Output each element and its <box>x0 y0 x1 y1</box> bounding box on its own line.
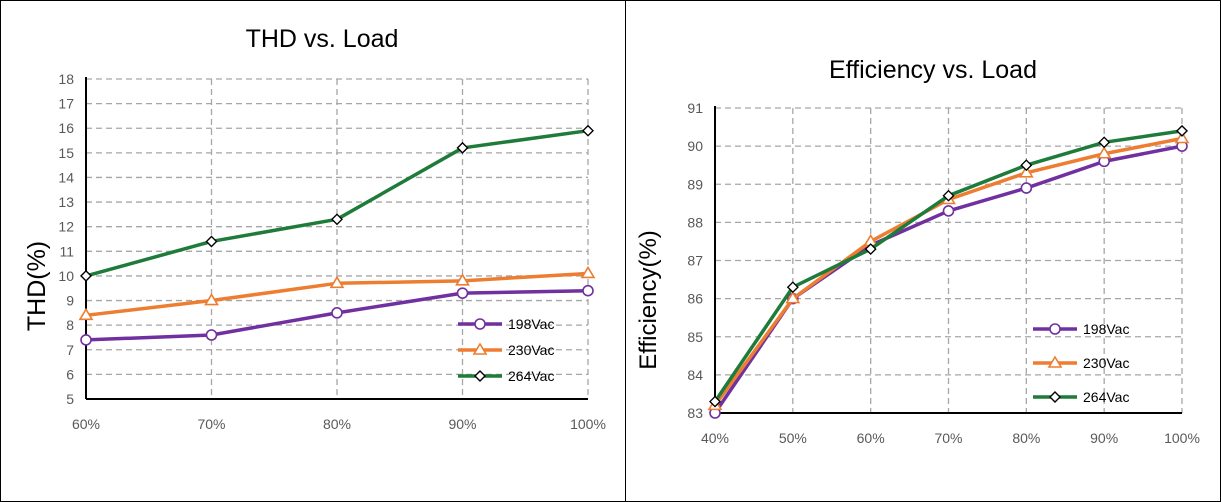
efficiency-x-tick-label: 80% <box>1012 430 1040 446</box>
thd-data-point <box>329 275 345 289</box>
efficiency-legend-label: 198Vac <box>1083 321 1129 337</box>
efficiency-data-point <box>786 281 799 294</box>
efficiency-y-tick-label: 85 <box>687 329 703 345</box>
efficiency-y-axis-label: Efficiency(%) <box>635 230 662 370</box>
thd-legend-label: 230Vac <box>508 342 554 358</box>
efficiency-y-tick-label: 91 <box>687 100 703 116</box>
efficiency-x-tick-label: 70% <box>934 430 962 446</box>
thd-y-tick-label: 5 <box>66 391 74 407</box>
thd-y-axis-label: THD(%) <box>23 241 51 331</box>
thd-legend-marker <box>472 342 488 355</box>
efficiency-data-point <box>1098 136 1111 149</box>
thd-data-point <box>331 213 343 226</box>
table-divider <box>625 0 626 502</box>
thd-y-tick-label: 16 <box>58 120 74 136</box>
efficiency-y-tick-label: 87 <box>687 253 703 269</box>
efficiency-y-tick-label: 88 <box>687 214 703 230</box>
thd-data-point <box>204 292 219 306</box>
thd-data-point <box>456 141 469 154</box>
efficiency-chart-title: Efficiency vs. Load <box>829 56 1037 84</box>
thd-data-point <box>205 235 218 248</box>
thd-y-tick-label: 17 <box>58 96 74 112</box>
thd-legend-marker <box>474 318 486 330</box>
thd-y-tick-label: 6 <box>66 366 74 382</box>
thd-y-tick-label: 9 <box>66 293 74 309</box>
thd-data-point <box>455 273 470 286</box>
efficiency-x-tick-label: 60% <box>857 430 885 446</box>
efficiency-data-point <box>1176 124 1188 137</box>
efficiency-x-tick-label: 40% <box>701 430 729 446</box>
efficiency-data-point <box>1020 182 1033 194</box>
efficiency-data-point <box>1096 146 1112 159</box>
efficiency-legend-marker <box>1047 355 1063 368</box>
efficiency-data-point <box>864 243 877 256</box>
efficiency-data-point <box>785 291 801 304</box>
efficiency-data-point <box>1174 130 1190 144</box>
efficiency-y-tick-label: 89 <box>687 176 703 192</box>
thd-y-tick-label: 15 <box>58 145 74 161</box>
thd-y-tick-label: 8 <box>66 317 74 333</box>
thd-y-tick-label: 7 <box>66 342 74 358</box>
thd-data-point <box>580 265 596 279</box>
thd-legend-label: 198Vac <box>508 316 554 332</box>
efficiency-plot-area: 83 84 85 86 87 88 89 90 91 40% 50% 60% 70% 80% 90% 100%… <box>687 100 1199 446</box>
thd-data-point <box>78 307 94 321</box>
thd-x-tick-label: 90% <box>448 416 476 432</box>
thd-data-point <box>582 284 594 297</box>
thd-data-point <box>331 307 343 319</box>
efficiency-y-tick-label: 90 <box>687 138 703 154</box>
thd-data-point <box>456 287 469 299</box>
efficiency-data-point <box>709 395 721 408</box>
thd-y-tick-label: 13 <box>58 194 74 210</box>
thd-y-tick-label: 18 <box>58 71 74 87</box>
thd-y-tick-label: 11 <box>59 243 74 259</box>
thd-y-tick-label: 14 <box>58 169 74 185</box>
thd-data-point <box>80 334 92 346</box>
efficiency-data-point <box>942 189 955 202</box>
thd-x-tick-label: 100% <box>570 416 606 432</box>
thd-data-point <box>80 269 92 282</box>
efficiency-legend-label: 264Vac <box>1083 389 1129 405</box>
thd-data-point <box>582 124 594 137</box>
efficiency-data-point <box>1020 159 1033 172</box>
thd-chart-title: THD vs. Load <box>246 25 399 53</box>
efficiency-x-tick-label: 50% <box>779 430 807 446</box>
thd-plot-area: 5 6 7 8 9 10 11 12 13 14 15 16 17 18 60% 70% 80% 90% 100% 1… <box>58 71 605 432</box>
efficiency-data-point <box>1018 165 1034 178</box>
efficiency-legend-label: 230Vac <box>1083 355 1129 371</box>
thd-legend-marker <box>474 370 486 382</box>
efficiency-data-point <box>942 205 955 217</box>
efficiency-y-tick-label: 84 <box>687 367 703 383</box>
thd-x-tick-label: 70% <box>197 416 225 432</box>
efficiency-x-tick-label: 100% <box>1164 430 1200 446</box>
efficiency-legend-marker <box>1049 391 1061 403</box>
thd-data-point <box>205 329 218 341</box>
efficiency-legend-marker <box>1049 323 1061 335</box>
thd-legend-label: 264Vac <box>508 368 554 384</box>
thd-x-tick-label: 60% <box>72 416 100 432</box>
thd-y-tick-label: 10 <box>58 268 74 284</box>
efficiency-y-tick-label: 86 <box>687 291 703 307</box>
thd-y-tick-label: 12 <box>58 219 74 235</box>
efficiency-y-tick-label: 83 <box>687 405 703 421</box>
thd-chart: THD vs. Load THD(%) 5 6 7 8 9 10 11 12 13 14 15 16 1… <box>23 25 606 432</box>
efficiency-x-tick-label: 90% <box>1090 430 1118 446</box>
thd-x-tick-label: 80% <box>323 416 351 432</box>
efficiency-chart: Efficiency vs. Load Efficiency(%) 83 84 85… <box>635 56 1200 446</box>
